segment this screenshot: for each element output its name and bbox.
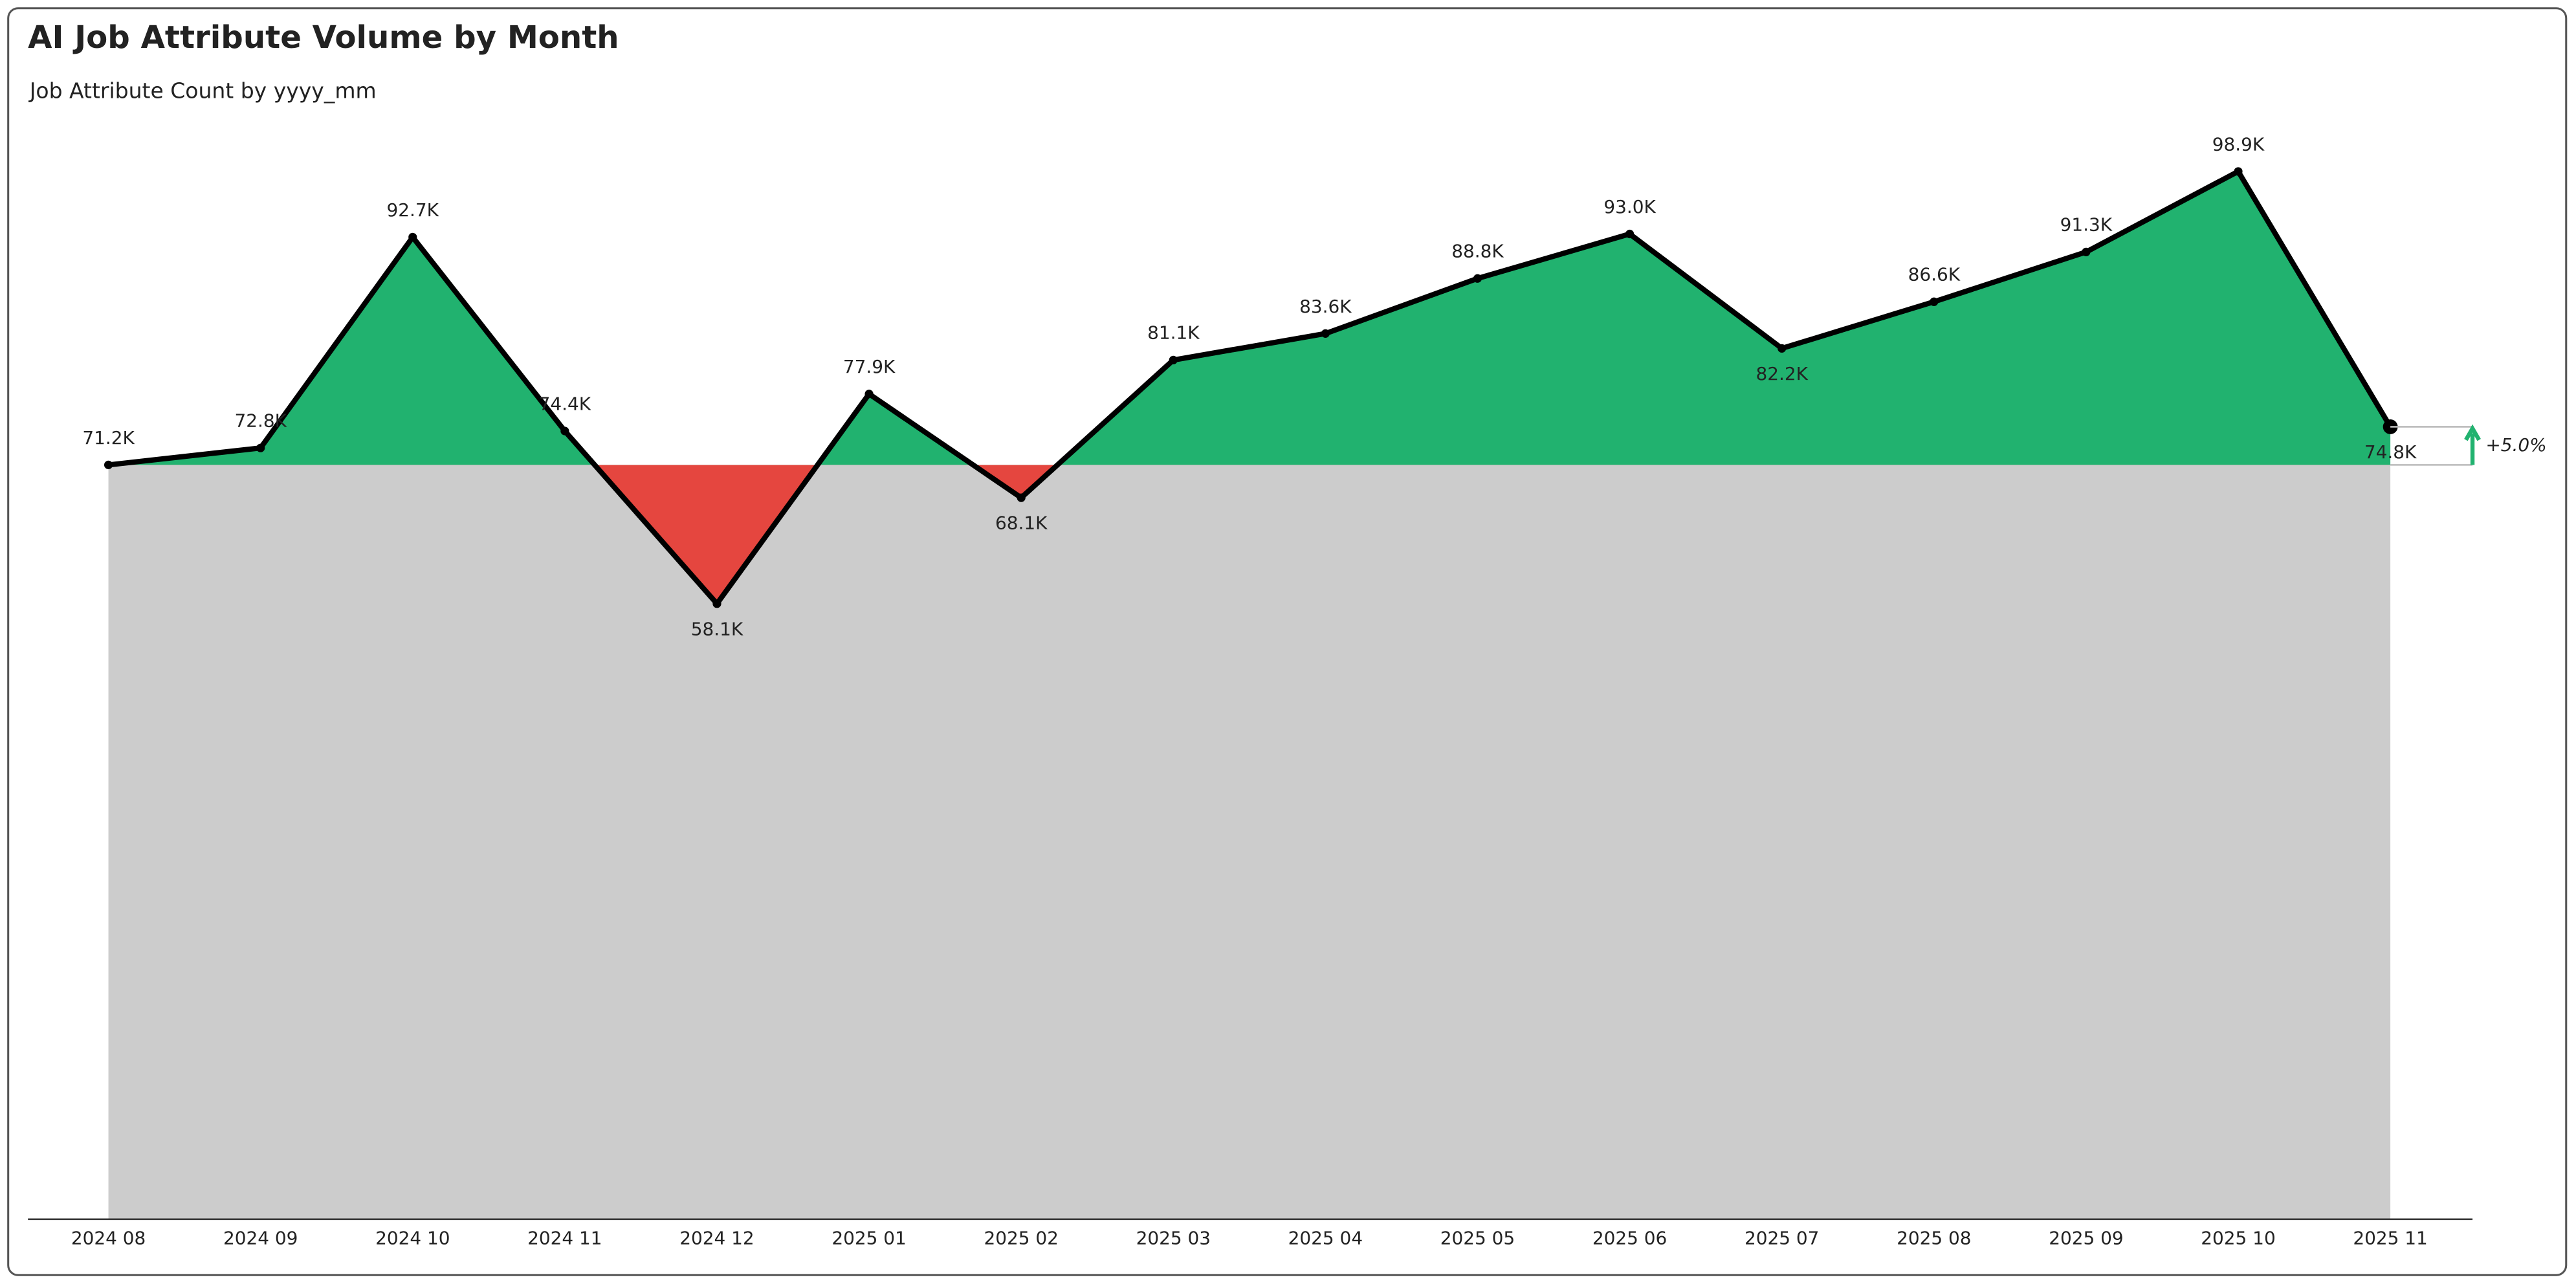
x-tick-label: 2025 09 [2049,1227,2123,1248]
data-label: 98.9K [2212,133,2265,155]
point [864,390,874,399]
x-tick-label: 2024 09 [223,1227,298,1248]
data-label: 91.3K [2060,214,2113,236]
data-label: 81.1K [1147,322,1200,344]
area-above [108,171,2391,465]
point [1017,493,1026,502]
data-label: 88.8K [1451,241,1504,262]
variance-arrow [2464,424,2481,465]
variance-label: +5.0% [2485,434,2546,456]
x-tick-label: 2024 11 [527,1227,602,1248]
point [1473,274,1482,283]
point [2234,167,2243,176]
point [1169,355,1178,364]
chart-title: AI Job Attribute Volume by Month [28,19,619,56]
data-label: 92.7K [387,199,439,221]
data-label: 74.8K [2364,441,2417,463]
data-label: 77.9K [843,356,896,377]
point [712,599,721,608]
data-label: 93.0K [1603,196,1656,217]
point [560,426,569,436]
data-label: 71.2K [82,427,135,448]
x-tick-label: 2024 08 [71,1227,146,1248]
x-tick-label: 2024 10 [375,1227,450,1248]
point [1930,297,1939,306]
area-below [108,465,2391,604]
point [1778,344,1787,353]
point [2082,247,2091,256]
chart-subtitle: Job Attribute Count by yyyy_mm [28,78,377,104]
data-label: 86.6K [1908,264,1961,285]
x-tick-label: 2025 10 [2201,1227,2275,1248]
point [256,443,265,452]
point [104,460,113,469]
data-label: 72.8K [234,410,287,432]
variance-bracket [2390,426,2473,466]
x-tick-label: 2025 08 [1897,1227,1971,1248]
data-label: 68.1K [995,513,1048,534]
x-tick-label: 2025 11 [2353,1227,2427,1248]
line [108,168,2393,608]
data-label: 58.1K [691,618,743,639]
point [1321,329,1330,338]
x-tick-label: 2025 05 [1440,1227,1515,1248]
x-tick-label: 2025 01 [831,1227,906,1248]
data-label: 82.2K [1756,363,1808,384]
data-label: 74.4K [539,393,591,414]
point [1625,229,1635,239]
x-tick-label: 2025 04 [1288,1227,1363,1248]
x-tick-label: 2025 02 [984,1227,1058,1248]
x-tick-label: 2025 07 [1745,1227,1819,1248]
data-label: 83.6K [1299,296,1352,317]
point [408,232,417,242]
x-tick-label: 2025 06 [1592,1227,1667,1248]
x-tick-label: 2025 03 [1136,1227,1211,1248]
base-area [108,465,2391,1219]
x-tick-label: 2024 12 [679,1227,754,1248]
